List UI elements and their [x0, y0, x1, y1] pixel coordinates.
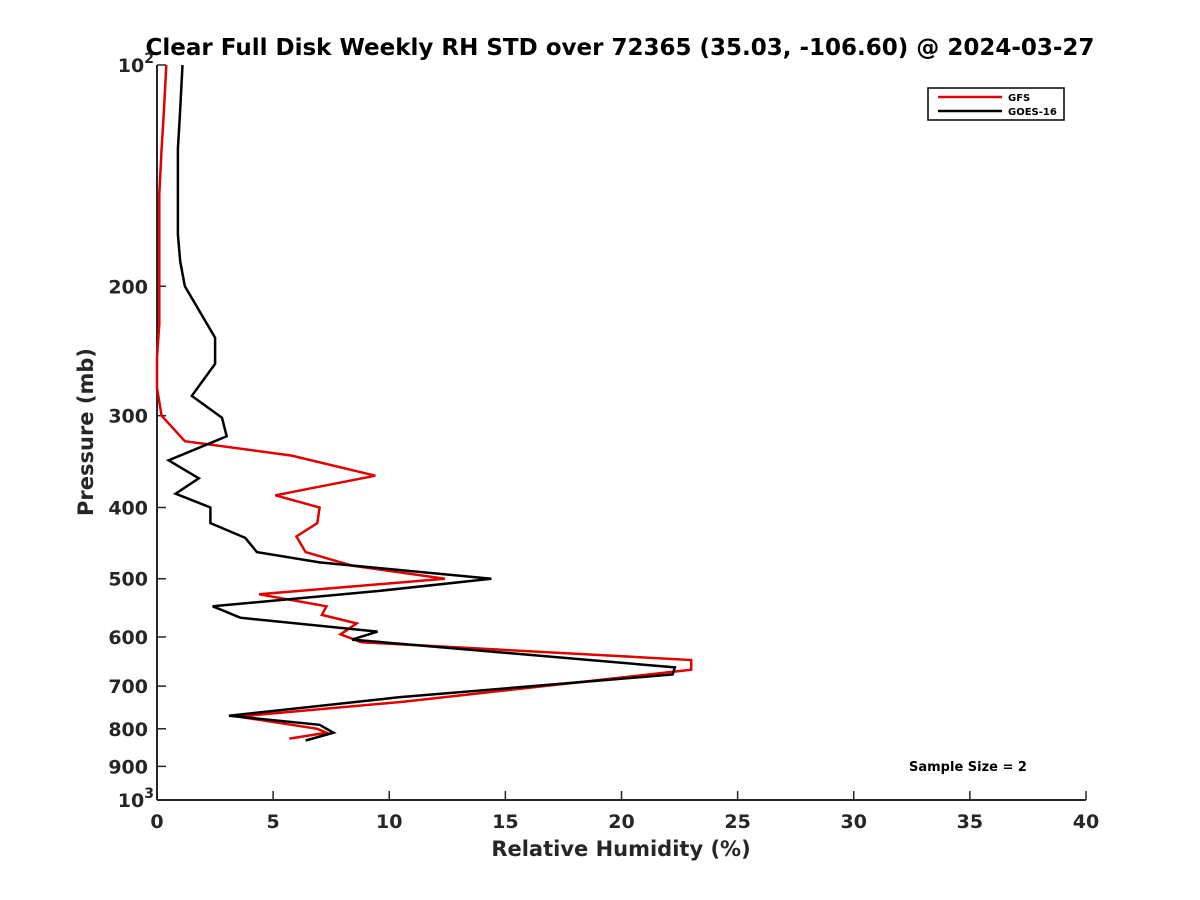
legend-box — [927, 87, 1065, 121]
x-tick-label: 15 — [492, 811, 518, 833]
y-axis-ticks: 102 200 300 400 500 600 700 800 900 103 — [108, 51, 166, 812]
x-tick-label: 0 — [150, 811, 163, 833]
y-tick-label: 102 — [118, 51, 154, 77]
y-tick-label: 900 — [108, 756, 148, 778]
series-line-gfs — [155, 64, 693, 740]
plot-area — [156, 65, 1086, 801]
x-axis-ticks: 0 5 10 15 20 25 30 35 40 — [150, 791, 1099, 833]
y-axis-label: Pressure (mb) — [74, 348, 98, 516]
chart-title: Clear Full Disk Weekly RH STD over 72365… — [146, 35, 1095, 61]
y-tick-exponent: 3 — [144, 786, 154, 802]
x-tick-label: 30 — [841, 811, 867, 833]
legend-label-gfs: GFS — [1008, 93, 1030, 104]
series-lines — [155, 64, 693, 742]
x-axis-label: Relative Humidity (%) — [491, 837, 750, 861]
y-tick-label: 300 — [108, 406, 148, 428]
y-tick-label: 700 — [108, 676, 148, 698]
sample-size-annotation: Sample Size = 2 — [909, 760, 1027, 775]
y-tick-exponent: 2 — [144, 51, 154, 67]
x-tick-label: 25 — [724, 811, 750, 833]
legend: GFS GOES-16 — [927, 87, 1065, 121]
x-tick-label: 5 — [267, 811, 280, 833]
series-line-goes16 — [165, 64, 677, 742]
y-tick-label: 500 — [108, 569, 148, 591]
y-tick-label: 103 — [118, 786, 154, 812]
x-tick-label: 20 — [608, 811, 634, 833]
x-tick-label: 35 — [957, 811, 983, 833]
y-tick-label: 600 — [108, 627, 148, 649]
y-tick-label: 400 — [108, 498, 148, 520]
y-tick-label: 200 — [108, 276, 148, 298]
legend-label-goes16: GOES-16 — [1008, 107, 1057, 118]
x-tick-label: 10 — [376, 811, 402, 833]
y-tick-label: 800 — [108, 719, 148, 741]
x-tick-label: 40 — [1073, 811, 1099, 833]
